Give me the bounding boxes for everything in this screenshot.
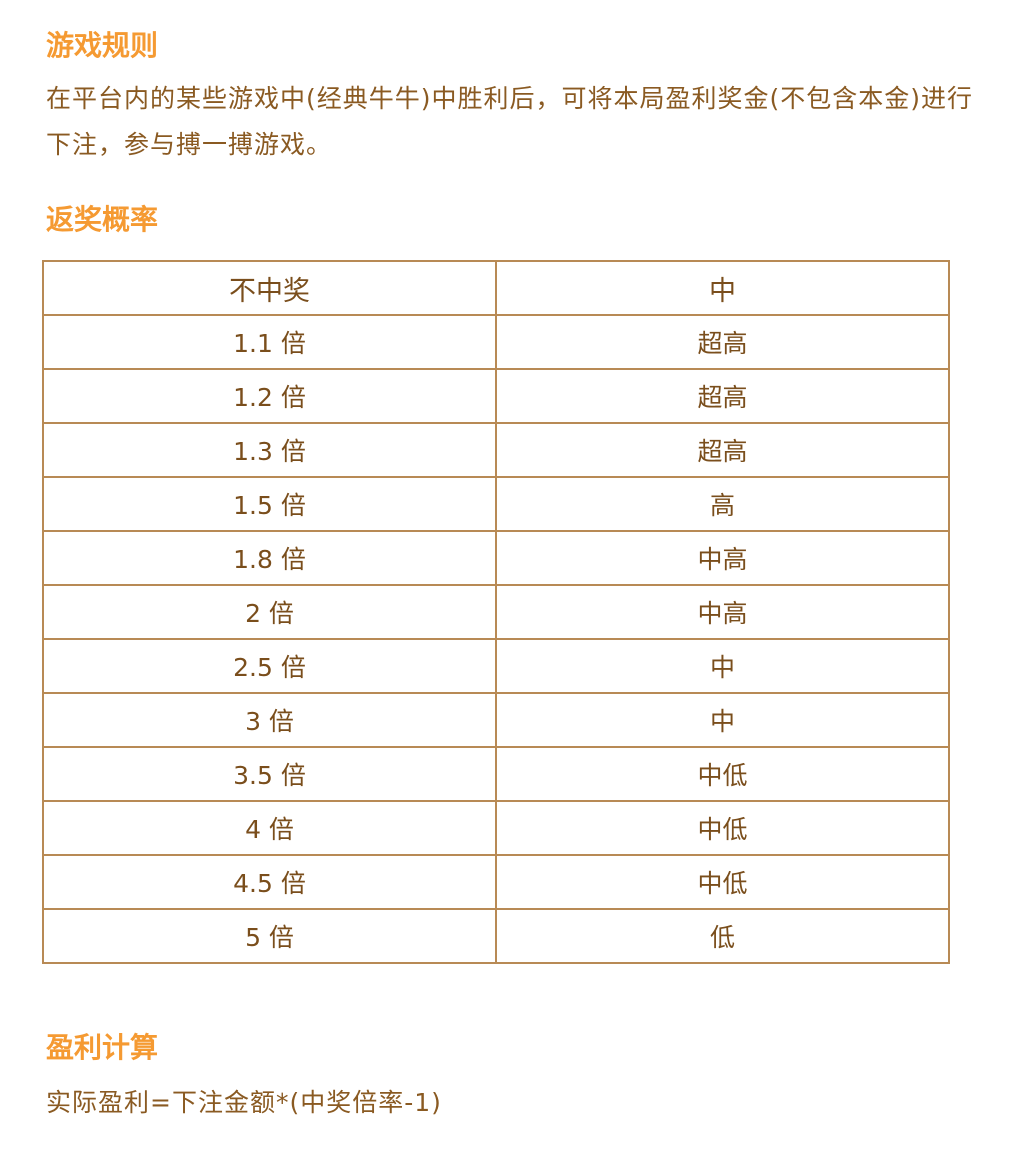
header-cell: 中 <box>495 260 950 316</box>
multiplier-cell: 4.5 倍 <box>42 854 497 910</box>
probability-cell: 中低 <box>495 800 950 856</box>
multiplier-cell: 1.1 倍 <box>42 314 497 370</box>
multiplier-cell: 2.5 倍 <box>42 638 497 694</box>
rules-heading: 游戏规则 <box>46 29 159 62</box>
probability-cell: 中低 <box>495 746 950 802</box>
probability-cell: 低 <box>495 908 950 964</box>
table-row: 3 倍中 <box>42 692 950 748</box>
profit-formula: 实际盈利=下注金额*(中奖倍率-1) <box>46 1088 442 1117</box>
table-row: 1.3 倍超高 <box>42 422 950 478</box>
multiplier-cell: 4 倍 <box>42 800 497 856</box>
profit-heading: 盈利计算 <box>46 1031 159 1064</box>
probability-cell: 中 <box>495 638 950 694</box>
probability-cell: 超高 <box>495 368 950 424</box>
table-row: 3.5 倍中低 <box>42 746 950 802</box>
table-row: 1.5 倍高 <box>42 476 950 532</box>
table-row: 1.1 倍超高 <box>42 314 950 370</box>
odds-table: 不中奖 中 1.1 倍超高 1.2 倍超高 1.3 倍超高 1.5 倍高 1.8 倍中高… <box>42 260 950 964</box>
probability-cell: 中高 <box>495 584 950 640</box>
probability-cell: 超高 <box>495 314 950 370</box>
table-row: 4.5 倍中低 <box>42 854 950 910</box>
table-row: 2.5 倍中 <box>42 638 950 694</box>
table-row: 1.8 倍中高 <box>42 530 950 586</box>
table-row: 1.2 倍超高 <box>42 368 950 424</box>
multiplier-cell: 1.2 倍 <box>42 368 497 424</box>
multiplier-cell: 3.5 倍 <box>42 746 497 802</box>
probability-cell: 中 <box>495 692 950 748</box>
probability-cell: 中低 <box>495 854 950 910</box>
multiplier-cell: 3 倍 <box>42 692 497 748</box>
multiplier-cell: 1.3 倍 <box>42 422 497 478</box>
header-cell: 不中奖 <box>42 260 497 316</box>
odds-heading: 返奖概率 <box>46 203 159 236</box>
probability-cell: 超高 <box>495 422 950 478</box>
probability-cell: 高 <box>495 476 950 532</box>
multiplier-cell: 2 倍 <box>42 584 497 640</box>
rules-text: 在平台内的某些游戏中(经典牛牛)中胜利后，可将本局盈利奖金(不包含本金)进行下注… <box>46 84 974 159</box>
multiplier-cell: 1.5 倍 <box>42 476 497 532</box>
multiplier-cell: 1.8 倍 <box>42 530 497 586</box>
table-row: 2 倍中高 <box>42 584 950 640</box>
probability-cell: 中高 <box>495 530 950 586</box>
table-row: 5 倍低 <box>42 908 950 964</box>
table-row: 4 倍中低 <box>42 800 950 856</box>
table-header-row: 不中奖 中 <box>42 260 950 316</box>
multiplier-cell: 5 倍 <box>42 908 497 964</box>
